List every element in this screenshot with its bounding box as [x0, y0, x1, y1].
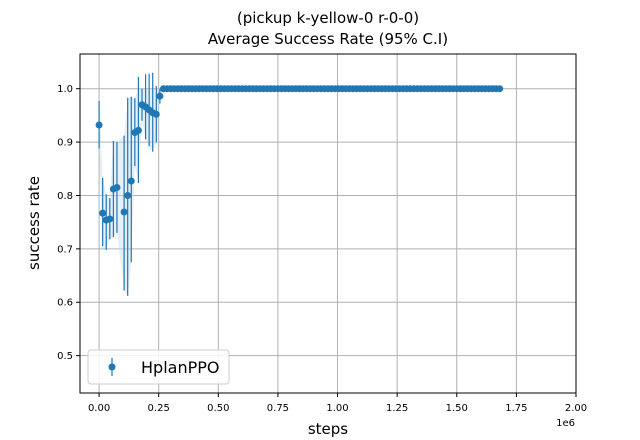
- x-tick-label: 1.25: [386, 403, 408, 414]
- confidence-band: [99, 88, 500, 296]
- y-axis-label: success rate: [25, 176, 43, 270]
- x-tick-label: 0.50: [207, 403, 229, 414]
- legend-marker-point: [108, 363, 116, 371]
- x-axis-offset-text: 1e6: [556, 418, 575, 429]
- y-tick-label: 0.8: [57, 191, 73, 202]
- x-tick-label: 2.00: [565, 403, 587, 414]
- data-point: [127, 177, 135, 185]
- x-tick-label: 1.00: [326, 403, 348, 414]
- data-point: [99, 209, 107, 217]
- data-point: [156, 92, 164, 100]
- data-points: [95, 85, 504, 224]
- x-tick-label: 1.50: [446, 403, 468, 414]
- y-axis-ticks: 0.5 0.6 0.7 0.8 0.9 1.0: [57, 84, 80, 362]
- y-tick-label: 1.0: [57, 84, 73, 95]
- y-tick-label: 0.7: [57, 244, 73, 255]
- confidence-band-area: [99, 88, 500, 296]
- y-tick-label: 0.5: [57, 351, 73, 362]
- data-point: [134, 126, 142, 134]
- x-axis-ticks: 0.00 0.25 0.50 0.75 1.00 1.25 1.50 1.75 2.00: [88, 393, 587, 414]
- chart-title: (pickup k-yellow-0 r-0-0): [237, 9, 419, 27]
- legend: HplanPPO: [87, 349, 230, 385]
- data-point: [106, 215, 114, 223]
- x-tick-label: 0.75: [267, 403, 289, 414]
- x-tick-label: 0.00: [88, 403, 110, 414]
- plot-frame: [79, 53, 577, 394]
- data-point: [496, 85, 504, 93]
- data-point: [95, 121, 103, 129]
- y-tick-label: 0.9: [57, 138, 73, 149]
- x-tick-label: 1.75: [505, 403, 527, 414]
- data-point: [124, 191, 132, 199]
- data-point: [120, 208, 128, 216]
- x-tick-label: 0.25: [148, 403, 170, 414]
- chart-subtitle: Average Success Rate (95% C.I): [208, 30, 448, 48]
- y-tick-label: 0.6: [57, 298, 73, 309]
- x-axis-label: steps: [308, 420, 348, 438]
- data-point: [113, 183, 121, 191]
- data-point: [152, 110, 160, 118]
- legend-label: HplanPPO: [141, 358, 219, 377]
- legend-box: [87, 349, 230, 385]
